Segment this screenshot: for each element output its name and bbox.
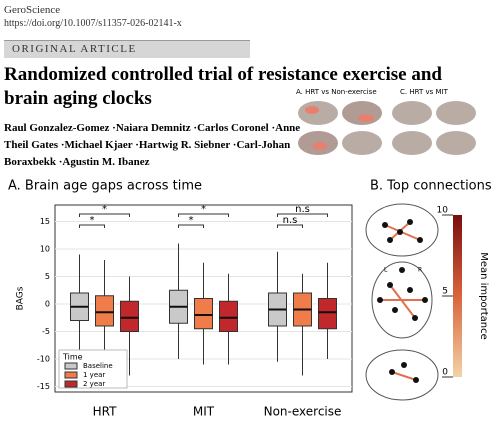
brain — [298, 101, 338, 125]
edges — [380, 221, 425, 381]
panel-label: A. HRT vs Non-exercise — [296, 88, 377, 96]
author[interactable]: Michael Kjaer — [65, 139, 139, 151]
significance-label: * — [90, 215, 95, 226]
significance-bracket — [178, 224, 204, 228]
nodes — [377, 219, 428, 383]
doi[interactable]: https://doi.org/10.1007/s11357-026-02141… — [4, 18, 182, 29]
article-type: ORIGINAL ARTICLE — [12, 43, 137, 55]
significance-bracket — [79, 224, 105, 228]
colorbar-tick-label: 10 — [437, 206, 449, 216]
legend-label: 2 year — [83, 380, 105, 388]
brain — [436, 101, 476, 125]
colorbar-tick-label: 0 — [442, 368, 448, 378]
author[interactable]: Raul Gonzalez-Gomez — [4, 122, 116, 134]
legend-label: Baseline — [83, 362, 113, 370]
significance-label: * — [189, 215, 194, 226]
significance-bracket — [277, 213, 328, 217]
x-tick-label: Non-exercise — [264, 405, 342, 419]
brain — [342, 131, 382, 155]
y-tick-label: -10 — [37, 355, 50, 364]
y-tick-label: -15 — [37, 382, 50, 391]
y-tick-label: 15 — [40, 217, 50, 226]
author[interactable]: Carlos Coronel — [197, 122, 275, 134]
box — [219, 300, 238, 332]
x-tick-label: HRT — [93, 405, 117, 419]
brain-outline — [365, 349, 439, 401]
colorbar-tick-label: 5 — [442, 287, 448, 297]
author[interactable]: Agustin M. Ibanez — [62, 156, 150, 168]
significance-bracket — [178, 213, 229, 217]
significance-label: n.s — [295, 204, 310, 215]
significance-label: n.s — [283, 215, 298, 226]
y-axis-label: BAGs — [16, 286, 26, 310]
brain — [392, 101, 432, 125]
y-tick-label: -5 — [42, 327, 50, 336]
plot-area — [54, 204, 353, 393]
brain — [392, 131, 432, 155]
author[interactable]: Hartwig R. Siebner — [139, 139, 237, 151]
significance-bracket — [79, 213, 130, 217]
brain — [436, 131, 476, 155]
article-type-bar: ORIGINAL ARTICLE — [4, 40, 250, 58]
hemisphere-label: R — [418, 267, 422, 274]
journal: GeroScience — [4, 4, 61, 16]
authors: Raul Gonzalez-GomezNaiara DemnitzCarlos … — [4, 120, 304, 171]
colorbar — [453, 215, 462, 377]
significance-bracket — [277, 224, 303, 228]
legend-title: Time — [62, 353, 83, 362]
box — [120, 300, 139, 332]
legend-swatch — [64, 380, 78, 388]
panel-title: B. Top connections — [370, 179, 492, 194]
article-title: Randomized controlled trial of resistanc… — [4, 64, 442, 109]
legend-swatch — [64, 371, 78, 379]
significance-label: * — [102, 204, 107, 215]
y-tick-label: 5 — [45, 272, 50, 281]
brain-renders: A. HRT vs Non-exercise C. HRT vs MIT — [296, 88, 476, 155]
x-tick-label: MIT — [193, 405, 215, 419]
brain-outline — [371, 261, 433, 339]
brain-outline — [365, 203, 439, 257]
panel-label: C. HRT vs MIT — [400, 88, 449, 96]
hemisphere-label: L — [384, 267, 388, 274]
author[interactable]: Naiara Demnitz — [116, 122, 197, 134]
highlight — [305, 106, 319, 114]
legend-label: 1 year — [83, 371, 105, 379]
y-tick-label: 0 — [45, 300, 50, 309]
y-tick-label: 10 — [40, 245, 50, 254]
chart-title: A. Brain age gaps across time — [8, 179, 202, 194]
legend-swatch — [64, 362, 78, 370]
box — [95, 295, 114, 327]
highlight — [313, 142, 327, 150]
significance-label: * — [201, 204, 206, 215]
box — [318, 298, 337, 330]
colorbar-label: Mean importance — [478, 252, 489, 340]
box — [194, 298, 213, 330]
highlight — [358, 114, 374, 122]
